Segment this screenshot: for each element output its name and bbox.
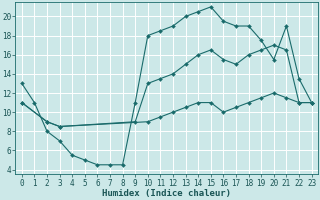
X-axis label: Humidex (Indice chaleur): Humidex (Indice chaleur) bbox=[102, 189, 231, 198]
